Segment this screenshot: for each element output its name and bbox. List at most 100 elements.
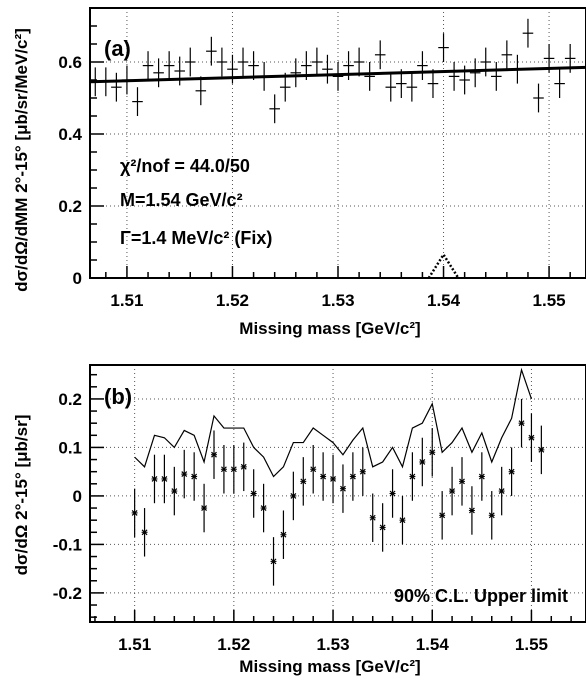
panel-a-signal-peak <box>427 252 460 278</box>
panel-a-plot-area <box>90 18 586 278</box>
panel-b-data-point <box>409 452 416 501</box>
panel-a-data-point <box>174 56 185 86</box>
panel-b-data-point <box>498 466 505 516</box>
panel-a-data-point <box>111 72 122 102</box>
panel-b-data-point <box>201 483 208 533</box>
panel-a-data-point <box>258 62 270 91</box>
panel-b-data-point <box>270 537 277 586</box>
panel-a-data-point <box>184 47 196 77</box>
panel-b-data-point <box>379 503 386 552</box>
panel-b-data-point <box>359 447 366 496</box>
panel-b-data-point <box>528 413 535 462</box>
panel-b-data-point <box>439 491 446 540</box>
panel-a-x-tick-label: 1.54 <box>427 291 461 310</box>
panel-a-data-point <box>353 47 365 77</box>
panel-b-y-tick-label: -0.1 <box>53 535 82 554</box>
panel-b-data-point <box>369 493 376 542</box>
panel-b-upper-limit-line <box>134 367 533 478</box>
panel-b-data-point <box>171 466 178 516</box>
panel-a-data-point <box>142 51 154 80</box>
panel-b-data-point <box>330 454 337 504</box>
panel-b-x-tick-label: 1.51 <box>118 635 151 654</box>
panel-a: 1.51 1.52 1.53 1.54 1.55 0 0.2 0.4 0.6 <box>58 7 586 310</box>
panel-a-data-point <box>522 18 534 48</box>
panel-a-data-point <box>417 51 428 80</box>
panel-b-data-point <box>161 454 168 504</box>
panel-b-data-point <box>191 452 198 501</box>
panel-a-data-point <box>554 69 565 98</box>
panel-b-data-point <box>181 449 188 499</box>
panel-a-mass-annotation: M=1.54 GeV/c² <box>120 190 243 210</box>
panel-a-data-point <box>343 51 354 80</box>
panel-b-data-point <box>349 452 356 501</box>
panel-a-data-point <box>364 62 375 91</box>
panel-b-x-tick-label: 1.54 <box>416 635 450 654</box>
panel-b-data-point <box>151 454 158 504</box>
panel-b-x-tick-label: 1.52 <box>217 635 250 654</box>
panel-b-data-point <box>389 469 396 518</box>
panel-a-data-point <box>301 51 312 80</box>
panel-a-y-tick-label: 0 <box>73 269 82 288</box>
panel-a-data-point <box>290 58 302 88</box>
panel-b-upper-limit-annotation: 90% C.L. Upper limit <box>394 586 568 606</box>
panel-b-y-tick-label: 0.1 <box>58 438 82 457</box>
panel-b-x-axis-label: Missing mass [GeV/c²] <box>239 657 420 676</box>
panel-a-data-point <box>237 47 249 77</box>
panel-a-data-point <box>121 65 133 95</box>
panel-b-data-point <box>290 471 297 521</box>
panel-a-data-point <box>501 40 513 70</box>
panel-a-data-point <box>533 83 544 113</box>
panel-b-data-point <box>339 464 346 513</box>
panel-a-y-axis-label: dσ/dΩ/dMM 2°-15° [μb/sr/MeV/c²] <box>12 28 31 292</box>
panel-a-data-point <box>427 69 439 98</box>
panel-b-data-point <box>240 442 247 492</box>
panel-a-data-point <box>269 94 280 124</box>
panel-a-data-point <box>279 72 291 102</box>
panel-a-x-axis-label: Missing mass [GeV/c²] <box>239 319 420 338</box>
panel-a-data-point <box>543 44 555 73</box>
panel-b-data-point <box>131 488 138 538</box>
panel-b-data-point <box>399 495 406 545</box>
panel-a-data-point <box>90 67 101 97</box>
panel-b-data-point <box>429 428 436 477</box>
panel-a-data-point <box>469 58 481 88</box>
panel-a-data-point <box>459 65 470 95</box>
panel-a-chi2-annotation: χ²/nof = 44.0/50 <box>120 156 250 176</box>
panel-b-data-point <box>280 510 287 559</box>
panel-b: 1.51 1.52 1.53 1.54 1.55 -0.2 -0.1 0 0.1 0.2 <box>53 364 586 654</box>
panel-a-data-point <box>332 62 344 91</box>
panel-b-data-point <box>508 447 515 496</box>
panel-a-data-point <box>385 72 397 102</box>
panel-b-data-point <box>459 457 465 506</box>
panel-b-data-point <box>220 445 227 494</box>
panel-a-data-point <box>227 54 238 84</box>
panel-b-y-tick-label: 0 <box>73 487 82 506</box>
panel-b-data-point <box>310 445 317 494</box>
panel-a-data-point <box>491 62 502 91</box>
panel-a-data-point <box>374 40 386 70</box>
panel-b-data-point <box>538 425 545 475</box>
panel-b-data-point <box>250 469 257 518</box>
panel-a-label: (a) <box>104 36 131 61</box>
panel-b-label: (b) <box>104 384 132 409</box>
panel-b-data-point <box>478 452 485 501</box>
panel-b-data-point <box>488 491 495 540</box>
panel-b-data-point <box>211 430 217 479</box>
panel-a-data-point <box>100 67 112 97</box>
panel-a-x-tick-label: 1.52 <box>216 291 249 310</box>
panel-a-data-point <box>163 51 175 80</box>
panel-a-y-tick-label: 0.4 <box>58 125 82 144</box>
panel-a-width-annotation: Γ=1.4 MeV/c² (Fix) <box>120 228 272 248</box>
panel-b-y-tick-label: 0.2 <box>58 390 82 409</box>
panel-b-data-point <box>141 508 148 557</box>
panel-b-data-point <box>320 452 327 501</box>
panel-a-data-point <box>438 33 449 62</box>
panel-a-x-tick-label: 1.55 <box>533 291 566 310</box>
panel-b-data-point <box>518 398 525 448</box>
panel-a-data-point <box>512 54 523 84</box>
panel-b-data-point <box>260 483 267 533</box>
panel-b-data-point <box>419 437 426 487</box>
panel-a-frame <box>89 7 586 279</box>
panel-b-data-point <box>230 445 237 494</box>
